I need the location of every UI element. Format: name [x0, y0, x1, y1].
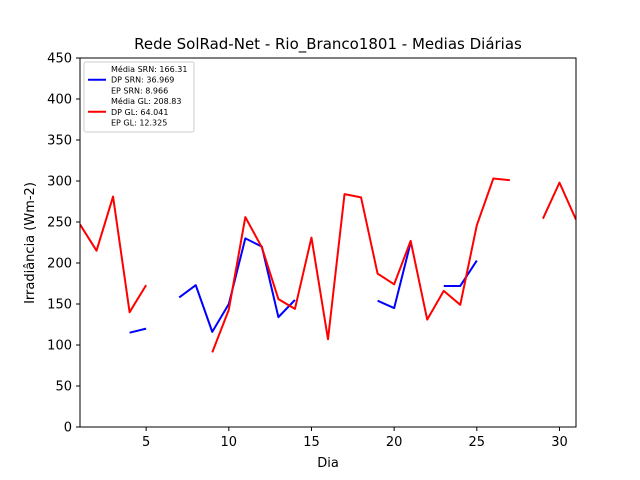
y-tick-label: 100 — [47, 339, 72, 354]
y-tick-label: 400 — [47, 93, 72, 108]
axes-frame — [79, 57, 577, 428]
y-tick-label: 450 — [47, 52, 72, 67]
legend-label: Média SRN: 166.31 — [111, 64, 187, 74]
series-line-gl-segment-2 — [542, 181, 576, 220]
series-line-srn-segment-3 — [443, 259, 478, 287]
series-line-gl-segment-1 — [211, 177, 510, 353]
x-tick-label: 15 — [303, 435, 320, 450]
y-tick-label: 200 — [47, 257, 72, 272]
y-axis-title: Irradiância (Wm-2) — [23, 182, 38, 304]
series-line-srn-segment-0 — [129, 327, 147, 334]
y-tick-label: 250 — [47, 216, 72, 231]
x-tick-label: 30 — [551, 435, 568, 450]
y-tick-label: 0 — [64, 421, 72, 436]
legend-label: EP SRN: 8.966 — [111, 86, 168, 95]
legend-label: DP SRN: 36.969 — [111, 76, 174, 85]
legend-label: DP GL: 64.041 — [111, 108, 168, 117]
series-gl — [80, 177, 576, 353]
legend-label: EP GL: 12.325 — [111, 119, 167, 128]
y-tick-label: 300 — [47, 175, 72, 190]
x-tick-label: 25 — [469, 435, 486, 450]
x-axis-title: Dia — [317, 456, 339, 471]
series-srn — [129, 237, 478, 334]
y-tick-label: 350 — [47, 134, 72, 149]
series-line-srn-segment-1 — [178, 237, 296, 333]
legend-box — [83, 61, 195, 133]
series-line-gl-segment-0 — [80, 195, 147, 314]
x-tick-label: 5 — [142, 435, 150, 450]
y-tick-label: 50 — [55, 380, 72, 395]
legend-label: Média GL: 208.83 — [111, 96, 181, 106]
x-tick-label: 20 — [386, 435, 403, 450]
chart-title: Rede SolRad-Net - Rio_Branco1801 - Media… — [134, 35, 522, 54]
series-line-srn-segment-2 — [377, 242, 412, 310]
y-tick-label: 150 — [47, 298, 72, 313]
x-tick-label: 10 — [221, 435, 238, 450]
plot-area: 5 10 15 20 25 30050100150200250300350400450Mé… — [47, 52, 577, 450]
